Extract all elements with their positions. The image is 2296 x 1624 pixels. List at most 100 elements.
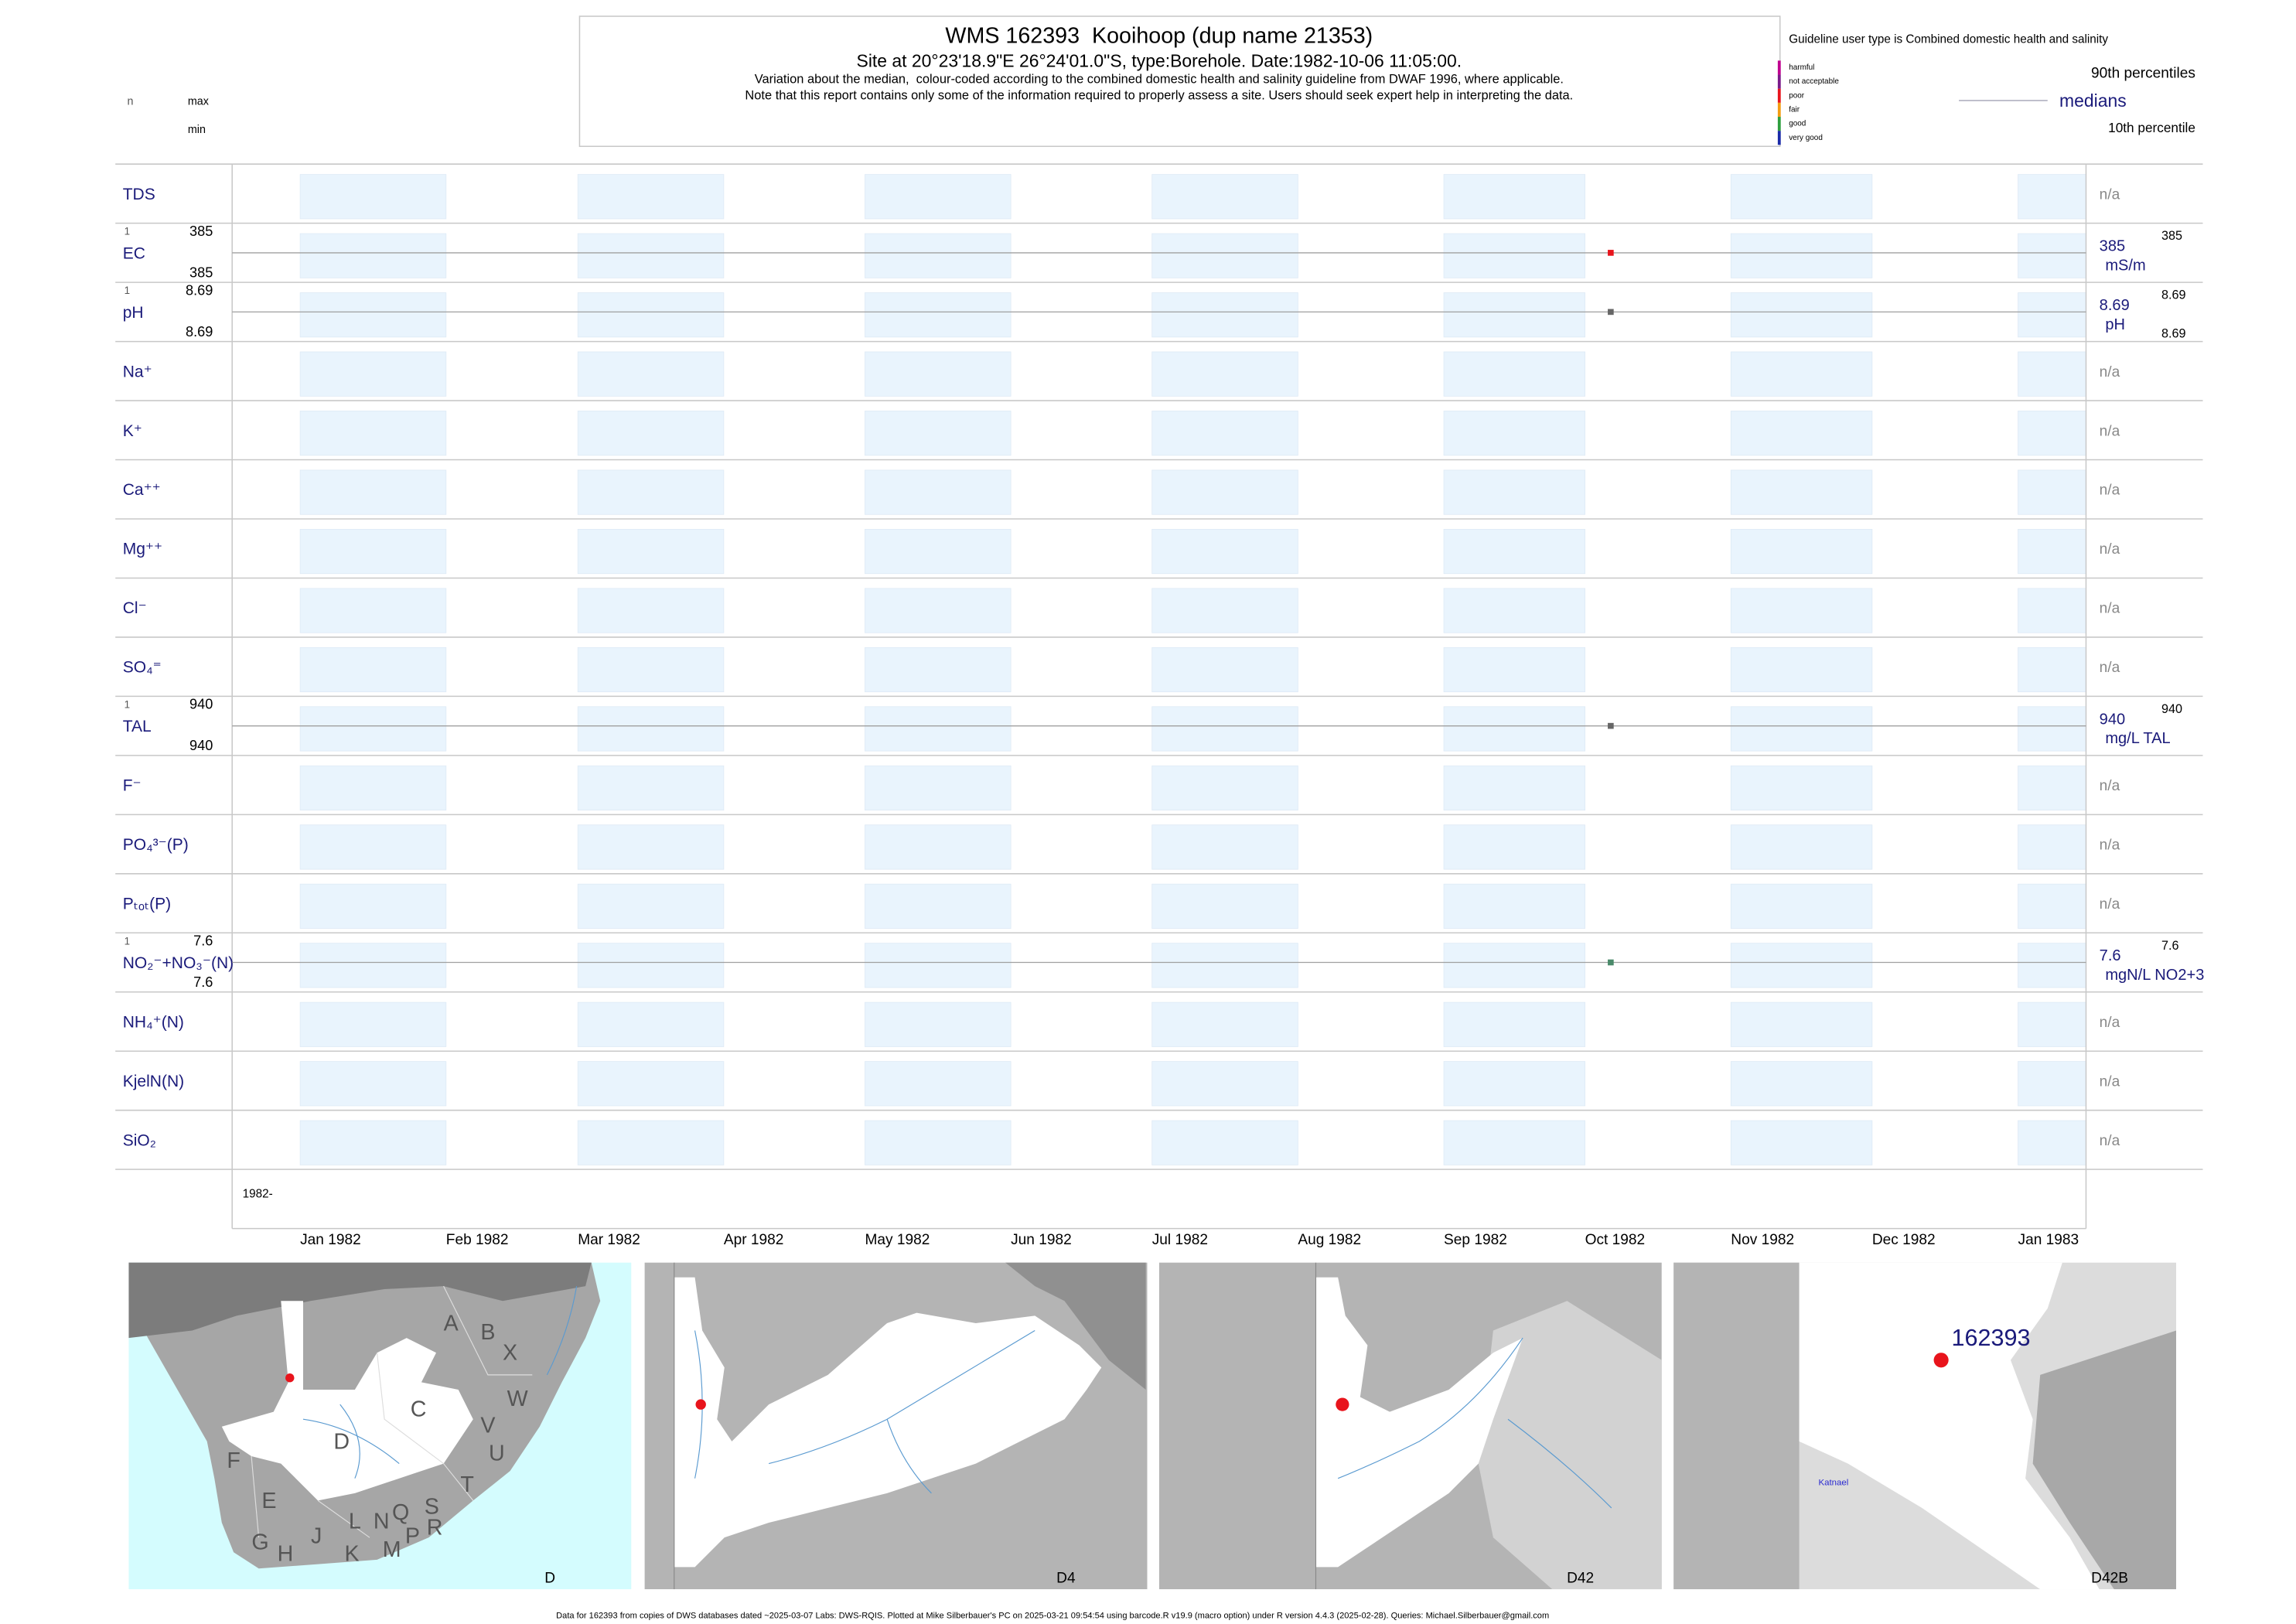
key-min: min bbox=[188, 124, 206, 136]
month-band bbox=[2018, 647, 2086, 693]
parameter-label: NH₄⁺(N) bbox=[123, 1013, 184, 1031]
month-band bbox=[1730, 351, 1873, 397]
parameter-label: Ca⁺⁺ bbox=[123, 481, 161, 499]
land-dark bbox=[1673, 1262, 1800, 1590]
month-band bbox=[1443, 411, 1586, 456]
median-label: 8.69 bbox=[2100, 297, 2130, 314]
month-band bbox=[299, 883, 447, 929]
title: WMS 162393 Kooihoop (dup name 21353) bbox=[945, 23, 1373, 48]
map-panel: D4 bbox=[644, 1262, 1148, 1590]
month-band bbox=[1151, 1001, 1298, 1047]
region-label: R bbox=[427, 1515, 443, 1540]
unit-label: pH bbox=[2105, 316, 2125, 333]
legend-class-label: not acceptable bbox=[1789, 77, 1839, 86]
legend-upper: 90th percentiles bbox=[2091, 66, 2195, 82]
month-band bbox=[2018, 469, 2086, 515]
place-label: Katnael bbox=[1818, 1478, 1848, 1487]
n-label: 1 bbox=[125, 935, 130, 947]
region-label: T bbox=[460, 1472, 474, 1497]
map-label: D bbox=[544, 1571, 555, 1587]
site-dot bbox=[285, 1373, 295, 1383]
month-band bbox=[865, 765, 1012, 810]
month-band bbox=[299, 1120, 447, 1165]
month-band bbox=[1730, 647, 1873, 693]
x-tick-label: Jun 1982 bbox=[1011, 1232, 1072, 1248]
month-band bbox=[1151, 883, 1298, 929]
parameter-label: Pₜₒₜ(P) bbox=[123, 896, 171, 913]
max-label: 385 bbox=[189, 223, 213, 239]
month-band bbox=[577, 529, 725, 575]
na-label: n/a bbox=[2100, 1015, 2120, 1031]
legend-middle: medians bbox=[2059, 90, 2127, 111]
month-band bbox=[299, 1061, 447, 1107]
x-tick-label: Jan 1982 bbox=[300, 1232, 361, 1248]
sample-point bbox=[1608, 959, 1614, 966]
legend-title: Guideline user type is Combined domestic… bbox=[1789, 33, 2108, 46]
month-band bbox=[1730, 529, 1873, 575]
month-band bbox=[577, 292, 725, 338]
parameter-label: Mg⁺⁺ bbox=[123, 541, 162, 558]
month-band bbox=[1730, 174, 1873, 220]
month-band bbox=[2018, 411, 2086, 456]
parameter-label: TAL bbox=[123, 718, 152, 735]
region-label: U bbox=[489, 1441, 505, 1466]
parameter-label: F⁻ bbox=[123, 777, 142, 795]
month-band bbox=[1730, 824, 1873, 870]
month-band bbox=[299, 943, 447, 988]
region-label: M bbox=[383, 1537, 401, 1562]
month-band bbox=[865, 588, 1012, 633]
month-band bbox=[1443, 351, 1586, 397]
map-area bbox=[221, 1301, 473, 1501]
month-band bbox=[577, 883, 725, 929]
month-band bbox=[865, 1120, 1012, 1165]
month-band bbox=[299, 529, 447, 575]
month-band bbox=[299, 647, 447, 693]
unit-label: mgN/L NO2+3 bbox=[2105, 967, 2204, 984]
month-band bbox=[1443, 1001, 1586, 1047]
region-label: K bbox=[344, 1542, 359, 1567]
region-label: P bbox=[405, 1524, 420, 1549]
max-label: 7.6 bbox=[193, 933, 213, 949]
x-tick-label: Jul 1982 bbox=[1152, 1232, 1208, 1248]
month-band bbox=[1443, 469, 1586, 515]
month-band bbox=[2018, 824, 2086, 870]
na-label: n/a bbox=[2100, 778, 2120, 794]
key-max: max bbox=[188, 96, 210, 108]
x-tick-label: Jan 1983 bbox=[2018, 1232, 2079, 1248]
month-band bbox=[2018, 1120, 2086, 1165]
month-band bbox=[1151, 588, 1298, 633]
month-band bbox=[1730, 233, 1873, 278]
parameter-label: TDS bbox=[123, 186, 155, 203]
na-label: n/a bbox=[2100, 364, 2120, 380]
legend-class-swatch bbox=[1777, 131, 1781, 145]
river bbox=[302, 1286, 578, 1479]
x-tick-label: Apr 1982 bbox=[724, 1232, 784, 1248]
month-band bbox=[865, 706, 1012, 752]
median-label: 940 bbox=[2100, 711, 2125, 728]
site-dot bbox=[695, 1399, 706, 1410]
month-band bbox=[1151, 351, 1298, 397]
median-label: 385 bbox=[2100, 238, 2125, 255]
month-band bbox=[299, 706, 447, 752]
na-label: n/a bbox=[2100, 423, 2120, 439]
region-label: S bbox=[425, 1495, 439, 1520]
min-label: 940 bbox=[189, 738, 213, 753]
map-area bbox=[1315, 1277, 1523, 1568]
month-band bbox=[299, 588, 447, 633]
month-band bbox=[2018, 883, 2086, 929]
month-band bbox=[577, 943, 725, 988]
month-band bbox=[865, 292, 1012, 338]
month-band bbox=[1730, 1001, 1873, 1047]
month-band bbox=[1730, 883, 1873, 929]
region-label: E bbox=[261, 1489, 276, 1513]
region-label: B bbox=[480, 1320, 495, 1345]
map-panel: D42 bbox=[1158, 1262, 1662, 1590]
month-band bbox=[1151, 1120, 1298, 1165]
na-label: n/a bbox=[2100, 1073, 2120, 1090]
month-band bbox=[2018, 706, 2086, 752]
n-label: 1 bbox=[125, 698, 130, 710]
month-band bbox=[577, 174, 725, 220]
month-band bbox=[865, 1001, 1012, 1047]
x-tick-label: May 1982 bbox=[865, 1232, 930, 1248]
